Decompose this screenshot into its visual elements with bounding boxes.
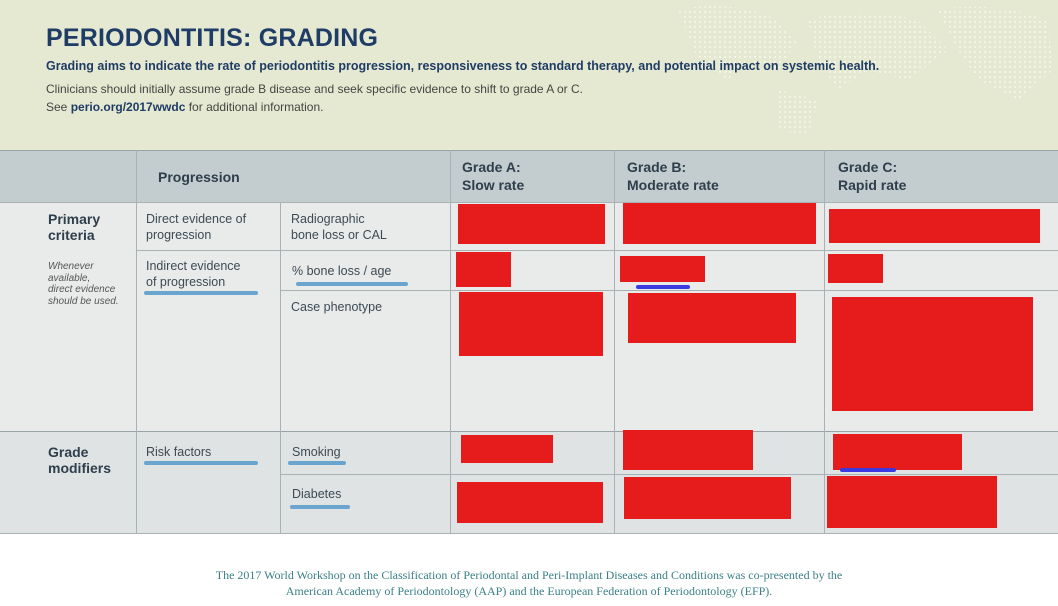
grid-line [614,150,615,533]
indirect-line2: of progression [146,275,226,289]
header-grade-b: Grade B: Moderate rate [627,158,719,194]
direct-evidence-label: Direct evidence of progression [146,211,246,243]
redacted-grade-a-bone-loss [456,252,511,287]
note-line: direct evidence [48,284,116,295]
note-prefix: See [46,100,71,114]
diabetes-label: Diabetes [292,487,342,501]
note-line: Whenever [48,261,94,272]
footer-line-2: American Academy of Periodontology (AAP)… [285,584,773,598]
redacted-grade-b-radiographic [623,203,816,244]
grade-c-label: Grade C: [838,159,898,175]
highlight-underline [840,468,896,472]
grade-b-label: Grade B: [627,159,687,175]
grid-line [0,533,1058,534]
redacted-grade-b-phenotype [628,293,796,343]
highlight-underline [296,282,408,286]
grade-c-rate: Rapid rate [838,177,907,193]
primary-title-line2: criteria [48,227,95,243]
grid-line [824,150,825,533]
radiographic-line2: bone loss or CAL [291,228,387,242]
direct-line1: Direct evidence of [146,212,247,226]
redacted-grade-a-diabetes [457,482,603,523]
redacted-grade-a-smoking [461,435,553,463]
redacted-grade-c-diabetes [827,476,997,528]
page-subtitle: Grading aims to indicate the rate of per… [46,59,880,73]
radiographic-label: Radiographic bone loss or CAL [291,211,387,243]
grid-line [0,202,1058,203]
grid-line [280,290,1058,291]
footer: The 2017 World Workshop on the Classific… [0,567,1058,599]
highlight-underline [290,505,350,509]
note-line-2: See perio.org/2017wwdc for additional in… [46,100,323,114]
direct-line2: progression [146,228,212,242]
note-line: should be used. [48,295,119,307]
redacted-grade-c-smoking [833,434,962,470]
perio-link[interactable]: perio.org/2017wwdc [70,100,186,114]
redacted-grade-c-bone-loss [828,254,883,283]
grid-line [280,474,1058,475]
grade-modifiers-title: Grade modifiers [48,444,111,476]
redacted-grade-b-bone-loss [620,256,705,282]
grade-b-rate: Moderate rate [627,177,719,193]
page-title: PERIODONTITIS: GRADING [46,24,379,52]
redacted-grade-b-smoking [623,430,753,470]
redacted-grade-c-phenotype [832,297,1033,411]
risk-factors-label: Risk factors [146,445,212,459]
highlight-underline [144,461,258,465]
bone-loss-age-label: % bone loss / age [292,264,392,278]
world-map-dots-icon [678,6,1053,135]
primary-criteria-title: Primary criteria [48,211,100,243]
grid-line [0,431,1058,432]
grid-line [450,150,451,533]
grid-line [136,250,1058,251]
highlight-underline [636,285,690,289]
note-suffix: for additional information. [185,100,324,114]
indirect-evidence-label: Indirect evidence of progression [146,258,241,290]
header-grade-c: Grade C: Rapid rate [838,158,906,194]
note-line-1: Clinicians should initially assume grade… [46,82,583,96]
note-line: available, [48,272,91,284]
primary-title-line1: Primary [48,211,101,227]
grid-line [0,150,1058,151]
highlight-underline [144,291,258,295]
redacted-grade-b-diabetes [624,477,791,519]
grid-line [280,202,281,533]
case-phenotype-label: Case phenotype [291,300,383,314]
table-header-row [0,150,1058,202]
header-band: PERIODONTITIS: GRADING Grading aims to i… [0,0,1058,150]
redacted-grade-c-radiographic [829,209,1040,243]
redacted-grade-a-phenotype [459,292,603,356]
primary-criteria-note: Whenever available, direct evidence shou… [48,261,119,307]
indirect-line1: Indirect evidence [146,259,241,273]
header-grade-a: Grade A: Slow rate [462,158,524,194]
header-progression: Progression [158,169,240,185]
smoking-label: Smoking [292,445,341,459]
highlight-underline [288,461,346,465]
grid-line [136,150,137,533]
modifiers-title-line2: modifiers [48,460,112,476]
modifiers-title-line1: Grade [48,444,89,460]
footer-line-1: The 2017 World Workshop on the Classific… [215,568,843,582]
grade-a-label: Grade A: [462,159,521,175]
radiographic-line1: Radiographic [291,212,365,226]
redacted-grade-a-radiographic [458,204,605,244]
grade-a-rate: Slow rate [462,177,525,193]
